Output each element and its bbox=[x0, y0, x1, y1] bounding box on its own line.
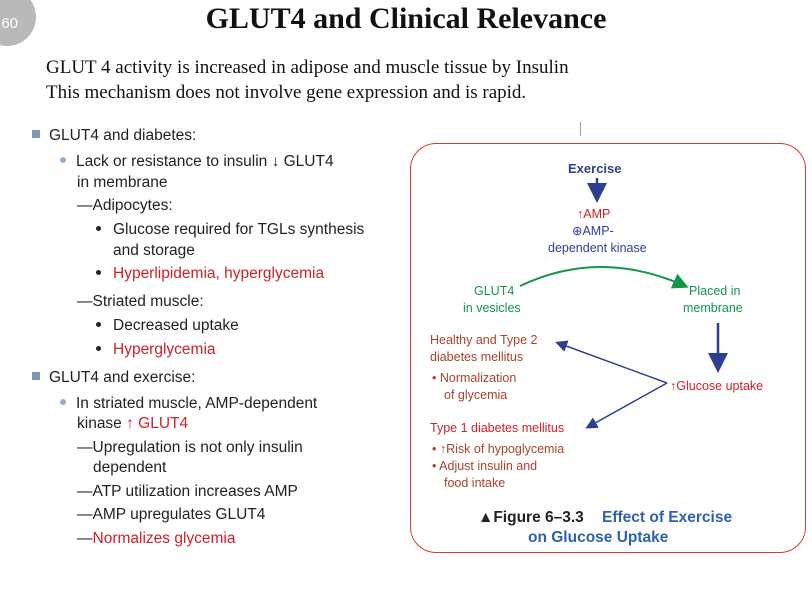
bullet-diabetes-label: GLUT4 and diabetes: bbox=[49, 127, 197, 144]
bullet-hyperglycemia: Hyperglycemia bbox=[96, 340, 216, 360]
bullet-diabetes: GLUT4 and diabetes: bbox=[32, 126, 196, 146]
fig-placed-line1: Placed in bbox=[689, 284, 741, 298]
translocation-arrow bbox=[519, 266, 689, 289]
fig-healthy-line1: Healthy and Type 2 bbox=[430, 333, 538, 347]
slide-number-badge: 60 bbox=[0, 0, 36, 46]
intro-text: GLUT 4 activity is increased in adipose … bbox=[46, 55, 569, 105]
bullet-glucose: Glucose required for TGLs synthesis bbox=[96, 220, 364, 240]
fig-amp: ↑AMP bbox=[577, 207, 611, 221]
fig-norm-line2: of glycemia bbox=[444, 388, 508, 402]
bullet-normalizes-label: Normalizes glycemia bbox=[92, 530, 236, 547]
bullet-normalizes: —Normalizes glycemia bbox=[77, 529, 235, 549]
fig-type1: Type 1 diabetes mellitus bbox=[430, 421, 565, 435]
figure-frame bbox=[410, 143, 806, 553]
bullet-upregulation: —Upregulation is not only insulin bbox=[77, 439, 303, 456]
bullet-lack-line2: in membrane bbox=[77, 174, 168, 191]
bullet-decreased-label: Decreased uptake bbox=[113, 317, 239, 334]
bullet-ampk-line2: kinase ↑ GLUT4 bbox=[77, 414, 188, 434]
bullet-striated: —Striated muscle: bbox=[77, 293, 204, 310]
bullet-exercise-label: GLUT4 and exercise: bbox=[49, 369, 196, 386]
dot-bullet-icon bbox=[96, 270, 101, 275]
intro-line-2: This mechanism does not involve gene exp… bbox=[46, 82, 527, 103]
bullet-decreased: Decreased uptake bbox=[96, 316, 239, 336]
fig-norm-line1: • Normalization bbox=[432, 371, 517, 385]
bullet-ampk-line1: In striated muscle, AMP-dependent bbox=[76, 395, 318, 412]
bullet-hyperlipidemia-label: Hyperlipidemia, hyperglycemia bbox=[113, 265, 325, 282]
bullet-lack: Lack or resistance to insulin ↓ GLUT4 bbox=[60, 152, 334, 172]
dot-bullet-icon bbox=[96, 226, 101, 231]
bullet-adipocytes: —Adipocytes: bbox=[77, 197, 173, 214]
dot-bullet-icon bbox=[60, 157, 66, 163]
bullet-hyperglycemia-label: Hyperglycemia bbox=[113, 341, 216, 358]
figure-caption-title-1: Effect of Exercise bbox=[602, 509, 733, 526]
divider-tick bbox=[580, 122, 581, 136]
bullet-exercise: GLUT4 and exercise: bbox=[32, 368, 195, 388]
figure-diagram bbox=[519, 178, 728, 429]
bullet-glucose-line1: Glucose required for TGLs synthesis bbox=[113, 221, 365, 238]
intro-line-1: GLUT 4 activity is increased in adipose … bbox=[46, 57, 569, 78]
figure-caption-title-2: on Glucose Uptake bbox=[528, 529, 669, 546]
square-bullet-icon bbox=[32, 130, 40, 138]
fig-glucose-uptake: ↑Glucose uptake bbox=[670, 379, 764, 393]
bullet-upregulation-line2: dependent bbox=[93, 459, 167, 476]
bullet-lack-line1: Lack or resistance to insulin ↓ GLUT4 bbox=[76, 153, 334, 170]
dot-bullet-icon bbox=[96, 346, 101, 351]
fig-glut4-line2: in vesicles bbox=[463, 301, 521, 315]
fig-exercise: Exercise bbox=[568, 161, 622, 176]
fig-adjust-line2: food intake bbox=[444, 476, 506, 490]
bullet-amp: —AMP upregulates GLUT4 bbox=[77, 506, 266, 523]
bullet-glucose-line2: and storage bbox=[113, 242, 195, 259]
square-bullet-icon bbox=[32, 372, 40, 380]
fig-adjust-line1: • Adjust insulin and bbox=[432, 459, 538, 473]
fig-healthy-line2: diabetes mellitus bbox=[430, 350, 524, 364]
bullet-ampk-glut4: ↑ GLUT4 bbox=[126, 415, 189, 432]
fig-risk: • ↑Risk of hypoglycemia bbox=[432, 442, 565, 456]
fig-placed-line2: membrane bbox=[683, 301, 743, 315]
fig-ampk-line1: ⊕AMP- bbox=[572, 224, 614, 238]
bullet-hyperlipidemia: Hyperlipidemia, hyperglycemia bbox=[96, 264, 324, 284]
type1-arrow bbox=[585, 382, 668, 429]
bullet-ampk: In striated muscle, AMP-dependent bbox=[60, 394, 317, 414]
fig-glut4-line1: GLUT4 bbox=[474, 284, 515, 298]
dash: — bbox=[77, 530, 93, 547]
slide-number: 60 bbox=[1, 14, 18, 32]
dot-bullet-icon bbox=[96, 322, 101, 327]
figure-caption-label: ▲Figure 6–3.3 bbox=[478, 509, 584, 526]
slide-title: GLUT4 and Clinical Relevance bbox=[205, 2, 607, 35]
fig-ampk-line2: dependent kinase bbox=[548, 241, 647, 255]
dot-bullet-icon bbox=[60, 399, 66, 405]
healthy-arrow bbox=[555, 340, 668, 384]
bullet-atp: —ATP utilization increases AMP bbox=[77, 483, 298, 500]
bullet-ampk-kinase: kinase bbox=[77, 415, 122, 432]
